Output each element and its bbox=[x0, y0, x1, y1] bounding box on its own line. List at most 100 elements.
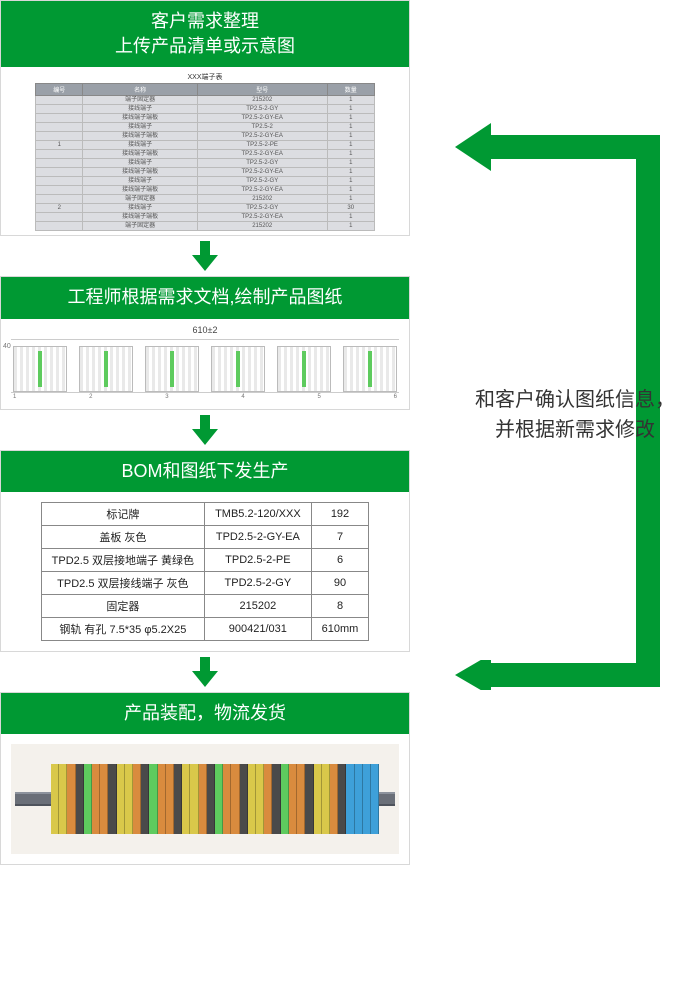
mini-table-cell: 215202 bbox=[197, 96, 327, 105]
step2-header: 工程师根据需求文档,绘制产品图纸 bbox=[1, 277, 409, 318]
step1-header: 客户需求整理 上传产品清单或示意图 bbox=[1, 1, 409, 67]
mini-table-row: 接线端子端板TP2.5-2-GY-EA1 bbox=[36, 114, 375, 123]
mini-table-cell: TP2.5-2-GY bbox=[197, 159, 327, 168]
step4-header: 产品装配，物流发货 bbox=[1, 693, 409, 734]
mini-table-row: 1接线端子TP2.5-2-PE1 bbox=[36, 141, 375, 150]
mini-table-cell bbox=[36, 213, 83, 222]
mini-table-cell: 接线端子 bbox=[83, 123, 197, 132]
mini-table-cell: TP2.5-2-GY-EA bbox=[197, 132, 327, 141]
mini-table-cell: 1 bbox=[36, 141, 83, 150]
product-photo bbox=[11, 744, 399, 854]
bom-cell: 6 bbox=[311, 548, 369, 571]
step2-body: 610±2 40 123456 bbox=[1, 319, 409, 409]
mini-table-cell: TP2.5-2-GY bbox=[197, 105, 327, 114]
mini-table-cell: 端子固定器 bbox=[83, 222, 197, 231]
drawing-dim-label: 3 bbox=[165, 394, 168, 400]
mini-table-row: 端子固定器2152021 bbox=[36, 195, 375, 204]
bom-cell: 610mm bbox=[311, 617, 369, 640]
terminal-slice bbox=[76, 764, 84, 834]
drawing-dim-label: 6 bbox=[394, 394, 397, 400]
mini-table-cell: 1 bbox=[327, 159, 374, 168]
drawing-dim-label: 2 bbox=[89, 394, 92, 400]
terminal-slice bbox=[305, 764, 313, 834]
mini-table-row: 接线端子TP2.5-2-GY1 bbox=[36, 177, 375, 186]
step3-header: BOM和图纸下发生产 bbox=[1, 451, 409, 492]
terminal-slice bbox=[125, 764, 133, 834]
mini-table-row: 接线端子端板TP2.5-2-GY-EA1 bbox=[36, 150, 375, 159]
drawing-rail-row bbox=[11, 339, 399, 393]
bom-cell: 盖板 灰色 bbox=[41, 525, 204, 548]
mini-table-row: 接线端子端板TP2.5-2-GY-EA1 bbox=[36, 132, 375, 141]
bom-cell: 标记牌 bbox=[41, 502, 204, 525]
terminal-slice bbox=[272, 764, 280, 834]
mini-table-header: 编号 bbox=[36, 84, 83, 96]
mini-table-cell: TP2.5-2-GY bbox=[197, 177, 327, 186]
bom-cell: TPD2.5 双层接线端子 灰色 bbox=[41, 571, 204, 594]
terminal-slice bbox=[207, 764, 215, 834]
mini-table-cell: TP2.5-2-GY-EA bbox=[197, 150, 327, 159]
feedback-line2: 并根据新需求修改 bbox=[460, 415, 690, 445]
terminal-slice bbox=[51, 764, 59, 834]
bom-cell: 8 bbox=[311, 594, 369, 617]
mini-table-caption: XXX端子表 bbox=[35, 71, 375, 83]
mini-table-cell: 215202 bbox=[197, 222, 327, 231]
mini-table-cell: 1 bbox=[327, 186, 374, 195]
terminal-slice bbox=[371, 764, 379, 834]
bom-cell: 固定器 bbox=[41, 594, 204, 617]
drawing-block bbox=[211, 346, 265, 392]
bom-cell: TPD2.5-2-PE bbox=[205, 548, 312, 571]
mini-table-cell bbox=[36, 159, 83, 168]
mini-table-cell: 1 bbox=[327, 168, 374, 177]
terminal-slice bbox=[231, 764, 239, 834]
terminal-slice bbox=[59, 764, 67, 834]
bom-row: 标记牌TMB5.2-120/XXX192 bbox=[41, 502, 369, 525]
drawing-block bbox=[13, 346, 67, 392]
mini-table-row: 接线端子端板TP2.5-2-GY-EA1 bbox=[36, 186, 375, 195]
terminal-slice bbox=[84, 764, 92, 834]
terminal-slice bbox=[215, 764, 223, 834]
bom-row: TPD2.5 双层接地端子 黄绿色TPD2.5-2-PE6 bbox=[41, 548, 369, 571]
drawing-dim-label: 1 bbox=[13, 394, 16, 400]
bom-cell: TMB5.2-120/XXX bbox=[205, 502, 312, 525]
terminal-slice bbox=[322, 764, 330, 834]
step-customer-requirements: 客户需求整理 上传产品清单或示意图 XXX端子表 编号名称型号数量 端子固定器2… bbox=[0, 0, 410, 236]
mini-table-header: 型号 bbox=[197, 84, 327, 96]
bom-row: TPD2.5 双层接线端子 灰色TPD2.5-2-GY90 bbox=[41, 571, 369, 594]
bom-cell: TPD2.5-2-GY bbox=[205, 571, 312, 594]
mini-table-cell bbox=[36, 105, 83, 114]
mini-table-cell bbox=[36, 195, 83, 204]
bom-row: 钢轨 有孔 7.5*35 φ5.2X25900421/031610mm bbox=[41, 617, 369, 640]
step-bom-production: BOM和图纸下发生产 标记牌TMB5.2-120/XXX192盖板 灰色TPD2… bbox=[0, 450, 410, 652]
mini-table-cell: 接线端子端板 bbox=[83, 114, 197, 123]
terminal-slice bbox=[281, 764, 289, 834]
mini-table-cell bbox=[36, 186, 83, 195]
terminal-slice bbox=[223, 764, 231, 834]
terminal-slice bbox=[346, 764, 354, 834]
mini-table-cell: 1 bbox=[327, 222, 374, 231]
step4-body bbox=[1, 734, 409, 864]
mini-table-cell: 接线端子端板 bbox=[83, 168, 197, 177]
step1-title-line2: 上传产品清单或示意图 bbox=[7, 34, 403, 59]
drawing-overall-dim: 610±2 bbox=[11, 325, 399, 335]
mini-table-cell: 接线端子 bbox=[83, 141, 197, 150]
mini-table-cell: 端子固定器 bbox=[83, 96, 197, 105]
mini-table-cell: 1 bbox=[327, 114, 374, 123]
terminal-slice bbox=[166, 764, 174, 834]
terminal-slice bbox=[67, 764, 75, 834]
terminal-slice bbox=[108, 764, 116, 834]
mini-table-cell: 接线端子端板 bbox=[83, 132, 197, 141]
terminal-slice bbox=[240, 764, 248, 834]
terminal-slice bbox=[190, 764, 198, 834]
arrow-down-1 bbox=[0, 236, 410, 276]
step4-title: 产品装配，物流发货 bbox=[124, 703, 286, 723]
mini-table-cell: TP2.5-2-PE bbox=[197, 141, 327, 150]
mini-table-cell bbox=[36, 114, 83, 123]
feedback-arrow-top bbox=[455, 113, 660, 173]
mini-table-header: 名称 bbox=[83, 84, 197, 96]
terminal-slice bbox=[297, 764, 305, 834]
mini-table-cell: TP2.5-2 bbox=[197, 123, 327, 132]
terminal-slice bbox=[92, 764, 100, 834]
mini-table-cell bbox=[36, 132, 83, 141]
bom-cell: TPD2.5 双层接地端子 黄绿色 bbox=[41, 548, 204, 571]
mini-table-cell: 接线端子端板 bbox=[83, 213, 197, 222]
